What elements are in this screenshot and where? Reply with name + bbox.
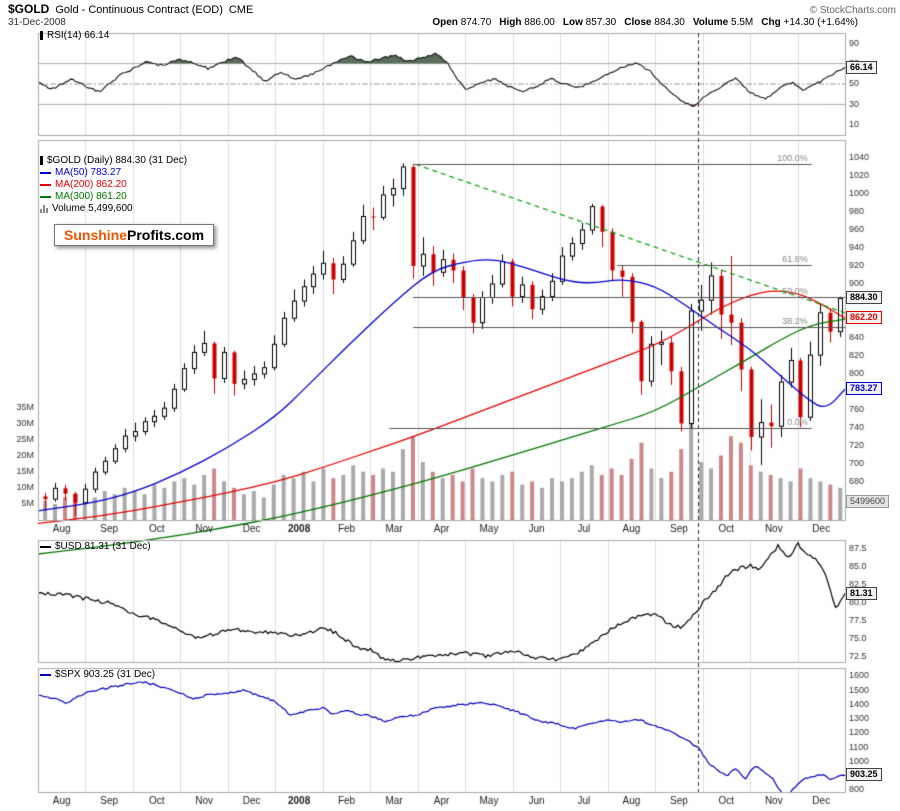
quote-chg: Chg +14.30 (+1.64%) xyxy=(761,17,858,28)
chg-value: +14.30 (+1.64%) xyxy=(783,17,859,28)
ma50-legend-row: MA(50) 783.27 xyxy=(40,167,187,178)
symbol-label: $GOLD xyxy=(8,2,50,16)
spx-line-icon xyxy=(40,673,51,676)
low-label: Low xyxy=(562,17,583,28)
usd-value-tag: 81.31 xyxy=(846,587,877,600)
chart-header: $GOLD Gold - Continuous Contract (EOD) C… xyxy=(8,2,896,16)
spx-value-tag: 903.25 xyxy=(846,768,882,781)
rsi-legend: RSI(14) 66.14 xyxy=(40,30,109,41)
ma300-legend-row: MA(300) 861.20 xyxy=(40,191,187,202)
ma300-legend-label: MA(300) 861.20 xyxy=(55,191,127,202)
ma200-line-icon xyxy=(40,183,51,186)
gold-legend-row: $GOLD (Daily) 884.30 (31 Dec) xyxy=(40,155,187,166)
quote-close: Close 884.30 xyxy=(624,17,685,28)
high-label: High xyxy=(499,17,522,28)
quote-volume: Volume 5.5M xyxy=(693,17,753,28)
exchange-label: CME xyxy=(228,4,254,16)
close-label: Close xyxy=(624,17,652,28)
low-value: 857.30 xyxy=(585,17,617,28)
symbol-description: Gold - Continuous Contract (EOD) xyxy=(55,4,223,16)
close-value: 884.30 xyxy=(654,17,685,28)
usd-legend: $USD 81.31 (31 Dec) xyxy=(40,541,151,552)
ma50-line-icon xyxy=(40,171,51,174)
quote-row: 31-Dec-2008 Open 874.70 High 886.00 Low … xyxy=(8,17,892,30)
chg-label: Chg xyxy=(761,17,781,28)
ma200-value-tag: 862.20 xyxy=(846,311,882,324)
candlestick-icon xyxy=(40,156,43,165)
watermark-profits: Profits.com xyxy=(127,227,205,243)
rsi-value-tag: 66.14 xyxy=(846,61,877,74)
volume-value-tag: 5499600 xyxy=(846,495,890,508)
ma50-legend-label: MA(50) 783.27 xyxy=(55,167,122,178)
ma300-line-icon xyxy=(40,195,51,198)
high-value: 886.00 xyxy=(524,17,555,28)
open-label: Open xyxy=(432,17,458,28)
quote-high: High 886.00 xyxy=(499,17,555,28)
quote-low: Low 857.30 xyxy=(563,17,616,28)
volume-bars-icon xyxy=(40,204,48,213)
open-value: 874.70 xyxy=(460,17,492,28)
volume-legend-label: Volume 5,499,600 xyxy=(52,203,133,214)
quote-open: Open 874.70 xyxy=(432,17,491,28)
chart-date: 31-Dec-2008 xyxy=(8,17,66,28)
main-legend: $GOLD (Daily) 884.30 (31 Dec) MA(50) 783… xyxy=(40,155,187,214)
rsi-legend-label: RSI(14) 66.14 xyxy=(47,30,110,41)
usd-legend-label: $USD 81.31 (31 Dec) xyxy=(55,541,151,552)
gold-legend-label: $GOLD (Daily) 884.30 (31 Dec) xyxy=(47,155,188,166)
volume-label: Volume xyxy=(692,17,729,28)
ma200-legend-label: MA(200) 862.20 xyxy=(55,179,127,190)
usd-line-icon xyxy=(40,545,51,548)
rsi-line-icon xyxy=(40,31,43,40)
watermark-sunshine: Sunshine xyxy=(64,227,128,243)
spx-legend-label: $SPX 903.25 (31 Dec) xyxy=(55,669,156,680)
spx-legend: $SPX 903.25 (31 Dec) xyxy=(40,669,155,680)
volume-legend-row: Volume 5,499,600 xyxy=(40,203,187,214)
ma200-legend-row: MA(200) 862.20 xyxy=(40,179,187,190)
ma50-value-tag: 783.27 xyxy=(846,382,882,395)
volume-value: 5.5M xyxy=(731,17,754,28)
ohlc-quote: Open 874.70 High 886.00 Low 857.30 Close… xyxy=(432,17,858,28)
copyright-label: © StockCharts.com xyxy=(809,5,896,16)
gold-price-tag: 884.30 xyxy=(846,291,882,304)
sunshine-profits-watermark: SunshineProfits.com xyxy=(54,224,215,246)
